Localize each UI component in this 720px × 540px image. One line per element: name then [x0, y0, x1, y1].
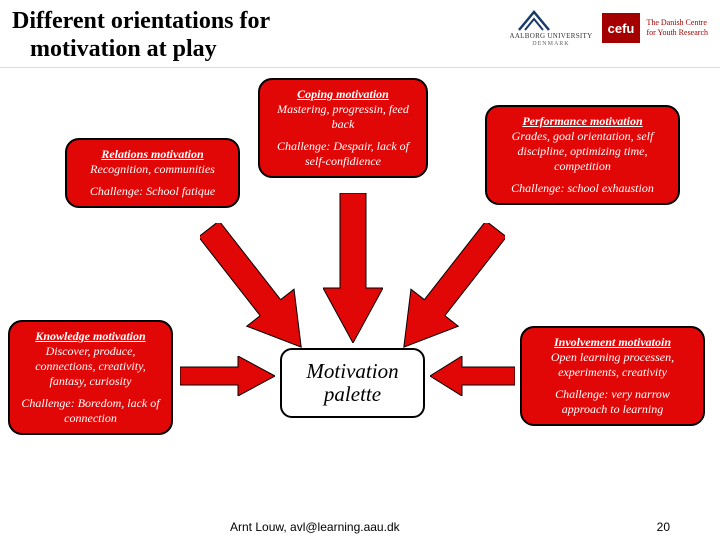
- involvement-title: Involvement motivatoin: [531, 335, 694, 350]
- performance-challenge: Challenge: school exhaustion: [496, 181, 669, 196]
- involvement-challenge: Challenge: very narrow approach to learn…: [531, 387, 694, 417]
- footer-author: Arnt Louw, avl@learning.aau.dk: [230, 520, 400, 534]
- logos: AALBORG UNIVERSITY DENMARK cefu The Dani…: [509, 8, 708, 47]
- center-box: Motivation palette: [280, 348, 425, 418]
- aalborg-text-1: AALBORG UNIVERSITY: [509, 33, 592, 41]
- box-relations: Relations motivation Recognition, commun…: [65, 138, 240, 208]
- knowledge-title: Knowledge motivation: [19, 329, 162, 344]
- involvement-desc: Open learning processen, experiments, cr…: [531, 350, 694, 380]
- header: Different orientations for motivation at…: [0, 0, 720, 68]
- title-line-2: motivation at play: [30, 36, 217, 62]
- arrow-knowledge: [180, 356, 275, 396]
- relations-challenge: Challenge: School fatique: [76, 184, 229, 199]
- knowledge-challenge: Challenge: Boredom, lack of connection: [19, 396, 162, 426]
- box-involvement: Involvement motivatoin Open learning pro…: [520, 326, 705, 426]
- knowledge-desc: Discover, produce, connections, creativi…: [19, 344, 162, 389]
- cefu-desc-1: The Danish Centre: [646, 18, 708, 27]
- cefu-icon: cefu: [602, 13, 640, 43]
- arrow-involvement: [430, 356, 515, 396]
- aalborg-text-2: DENMARK: [509, 41, 592, 48]
- page-title: Different orientations for motivation at…: [12, 8, 509, 63]
- footer: Arnt Louw, avl@learning.aau.dk 20: [0, 520, 720, 534]
- footer-page: 20: [657, 520, 670, 534]
- title-line-1: Different orientations for: [12, 8, 270, 34]
- arrow-relations: [200, 223, 310, 353]
- cefu-logo: cefu The Danish Centre for Youth Researc…: [602, 13, 708, 43]
- performance-desc: Grades, goal orientation, self disciplin…: [496, 129, 669, 174]
- svg-text:cefu: cefu: [608, 21, 635, 36]
- coping-desc: Mastering, progressin, feed back: [269, 102, 417, 132]
- aalborg-icon: [509, 8, 559, 32]
- box-performance: Performance motivation Grades, goal orie…: [485, 105, 680, 205]
- box-coping: Coping motivation Mastering, progressin,…: [258, 78, 428, 178]
- performance-title: Performance motivation: [496, 114, 669, 129]
- relations-desc: Recognition, communities: [76, 162, 229, 177]
- center-label: Motivation palette: [306, 359, 398, 406]
- box-knowledge: Knowledge motivation Discover, produce, …: [8, 320, 173, 435]
- arrow-performance: [395, 223, 505, 353]
- diagram-canvas: Coping motivation Mastering, progressin,…: [0, 68, 720, 518]
- arrow-coping: [323, 193, 383, 343]
- coping-challenge: Challenge: Despair, lack of self-confidi…: [269, 139, 417, 169]
- coping-title: Coping motivation: [269, 87, 417, 102]
- cefu-text: The Danish Centre for Youth Research: [646, 18, 708, 36]
- cefu-desc-2: for Youth Research: [646, 28, 708, 37]
- relations-title: Relations motivation: [76, 147, 229, 162]
- aalborg-logo: AALBORG UNIVERSITY DENMARK: [509, 8, 592, 47]
